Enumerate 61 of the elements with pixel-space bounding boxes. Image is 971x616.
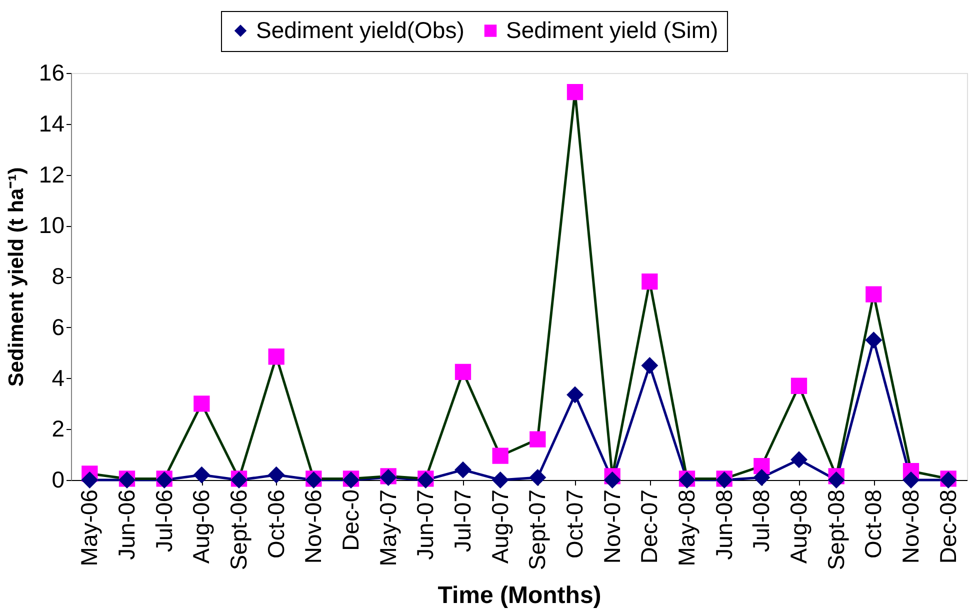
point [530, 469, 546, 486]
x-tick-label: Aug-06 [188, 490, 214, 564]
point [828, 472, 844, 488]
x-axis-title: Time (Months) [438, 582, 602, 610]
x-tick-label: Sept-07 [524, 490, 550, 570]
y-tick-label: 14 [38, 110, 65, 136]
x-tick-label: Aug-07 [486, 490, 513, 564]
point [566, 386, 584, 403]
point [566, 84, 584, 100]
point [604, 472, 620, 488]
point [268, 348, 284, 365]
point [454, 462, 472, 478]
y-tick-label: 4 [52, 364, 65, 391]
y-axis-title: Sediment yield (t ha⁻¹) [4, 167, 28, 387]
point [194, 466, 210, 483]
x-tick-label: Sept-06 [226, 490, 252, 570]
x-tick-label: Jun-06 [114, 490, 140, 560]
x-tick-label: May-08 [674, 490, 700, 566]
x-tick-label: Nov-06 [300, 490, 326, 564]
y-tick-label: 2 [52, 416, 64, 442]
x-tick-label: Nov-07 [598, 490, 625, 564]
x-tick-label: May-06 [76, 490, 102, 566]
point [754, 469, 770, 486]
x-tick-label: Jun-08 [710, 490, 737, 560]
point [642, 357, 658, 374]
y-tick-label: 16 [38, 60, 64, 86]
point [642, 274, 658, 290]
x-tick-label: May-07 [374, 490, 401, 566]
point [194, 396, 210, 412]
point [82, 472, 98, 488]
y-tick-label: 8 [52, 263, 64, 289]
x-tick-label: Dec-0 [338, 490, 364, 551]
point [268, 466, 284, 483]
y-tick-label: 12 [38, 161, 64, 188]
x-tick-label: Sept-08 [822, 490, 849, 570]
point [754, 458, 770, 474]
x-tick-label: Nov-08 [898, 490, 924, 564]
point [454, 364, 472, 380]
legend-label: Sediment yield (Sim) [506, 16, 718, 43]
x-tick-label: Dec-07 [636, 490, 662, 564]
x-tick-label: Oct-08 [860, 490, 886, 559]
point [902, 472, 920, 488]
legend-label: Sediment yield(Obs) [256, 16, 464, 43]
x-tick-label: Dec-08 [934, 490, 961, 564]
x-tick-label: Jul-08 [748, 490, 774, 552]
y-tick-label: 0 [52, 466, 64, 492]
y-tick-label: 10 [38, 212, 64, 238]
point [492, 472, 508, 488]
x-tick-label: Oct-06 [262, 490, 289, 559]
point [530, 431, 546, 448]
point [790, 378, 808, 394]
x-tick-label: Jun-07 [412, 490, 438, 560]
x-tick-label: Jul-06 [150, 490, 177, 552]
x-tick-label: Aug-08 [786, 490, 812, 564]
point [492, 448, 508, 464]
point [790, 452, 808, 468]
x-tick-label: Jul-07 [450, 490, 476, 552]
y-tick-label: 6 [52, 314, 64, 340]
point [866, 332, 882, 348]
x-tick-label: Oct-07 [562, 490, 588, 559]
point [866, 286, 882, 302]
